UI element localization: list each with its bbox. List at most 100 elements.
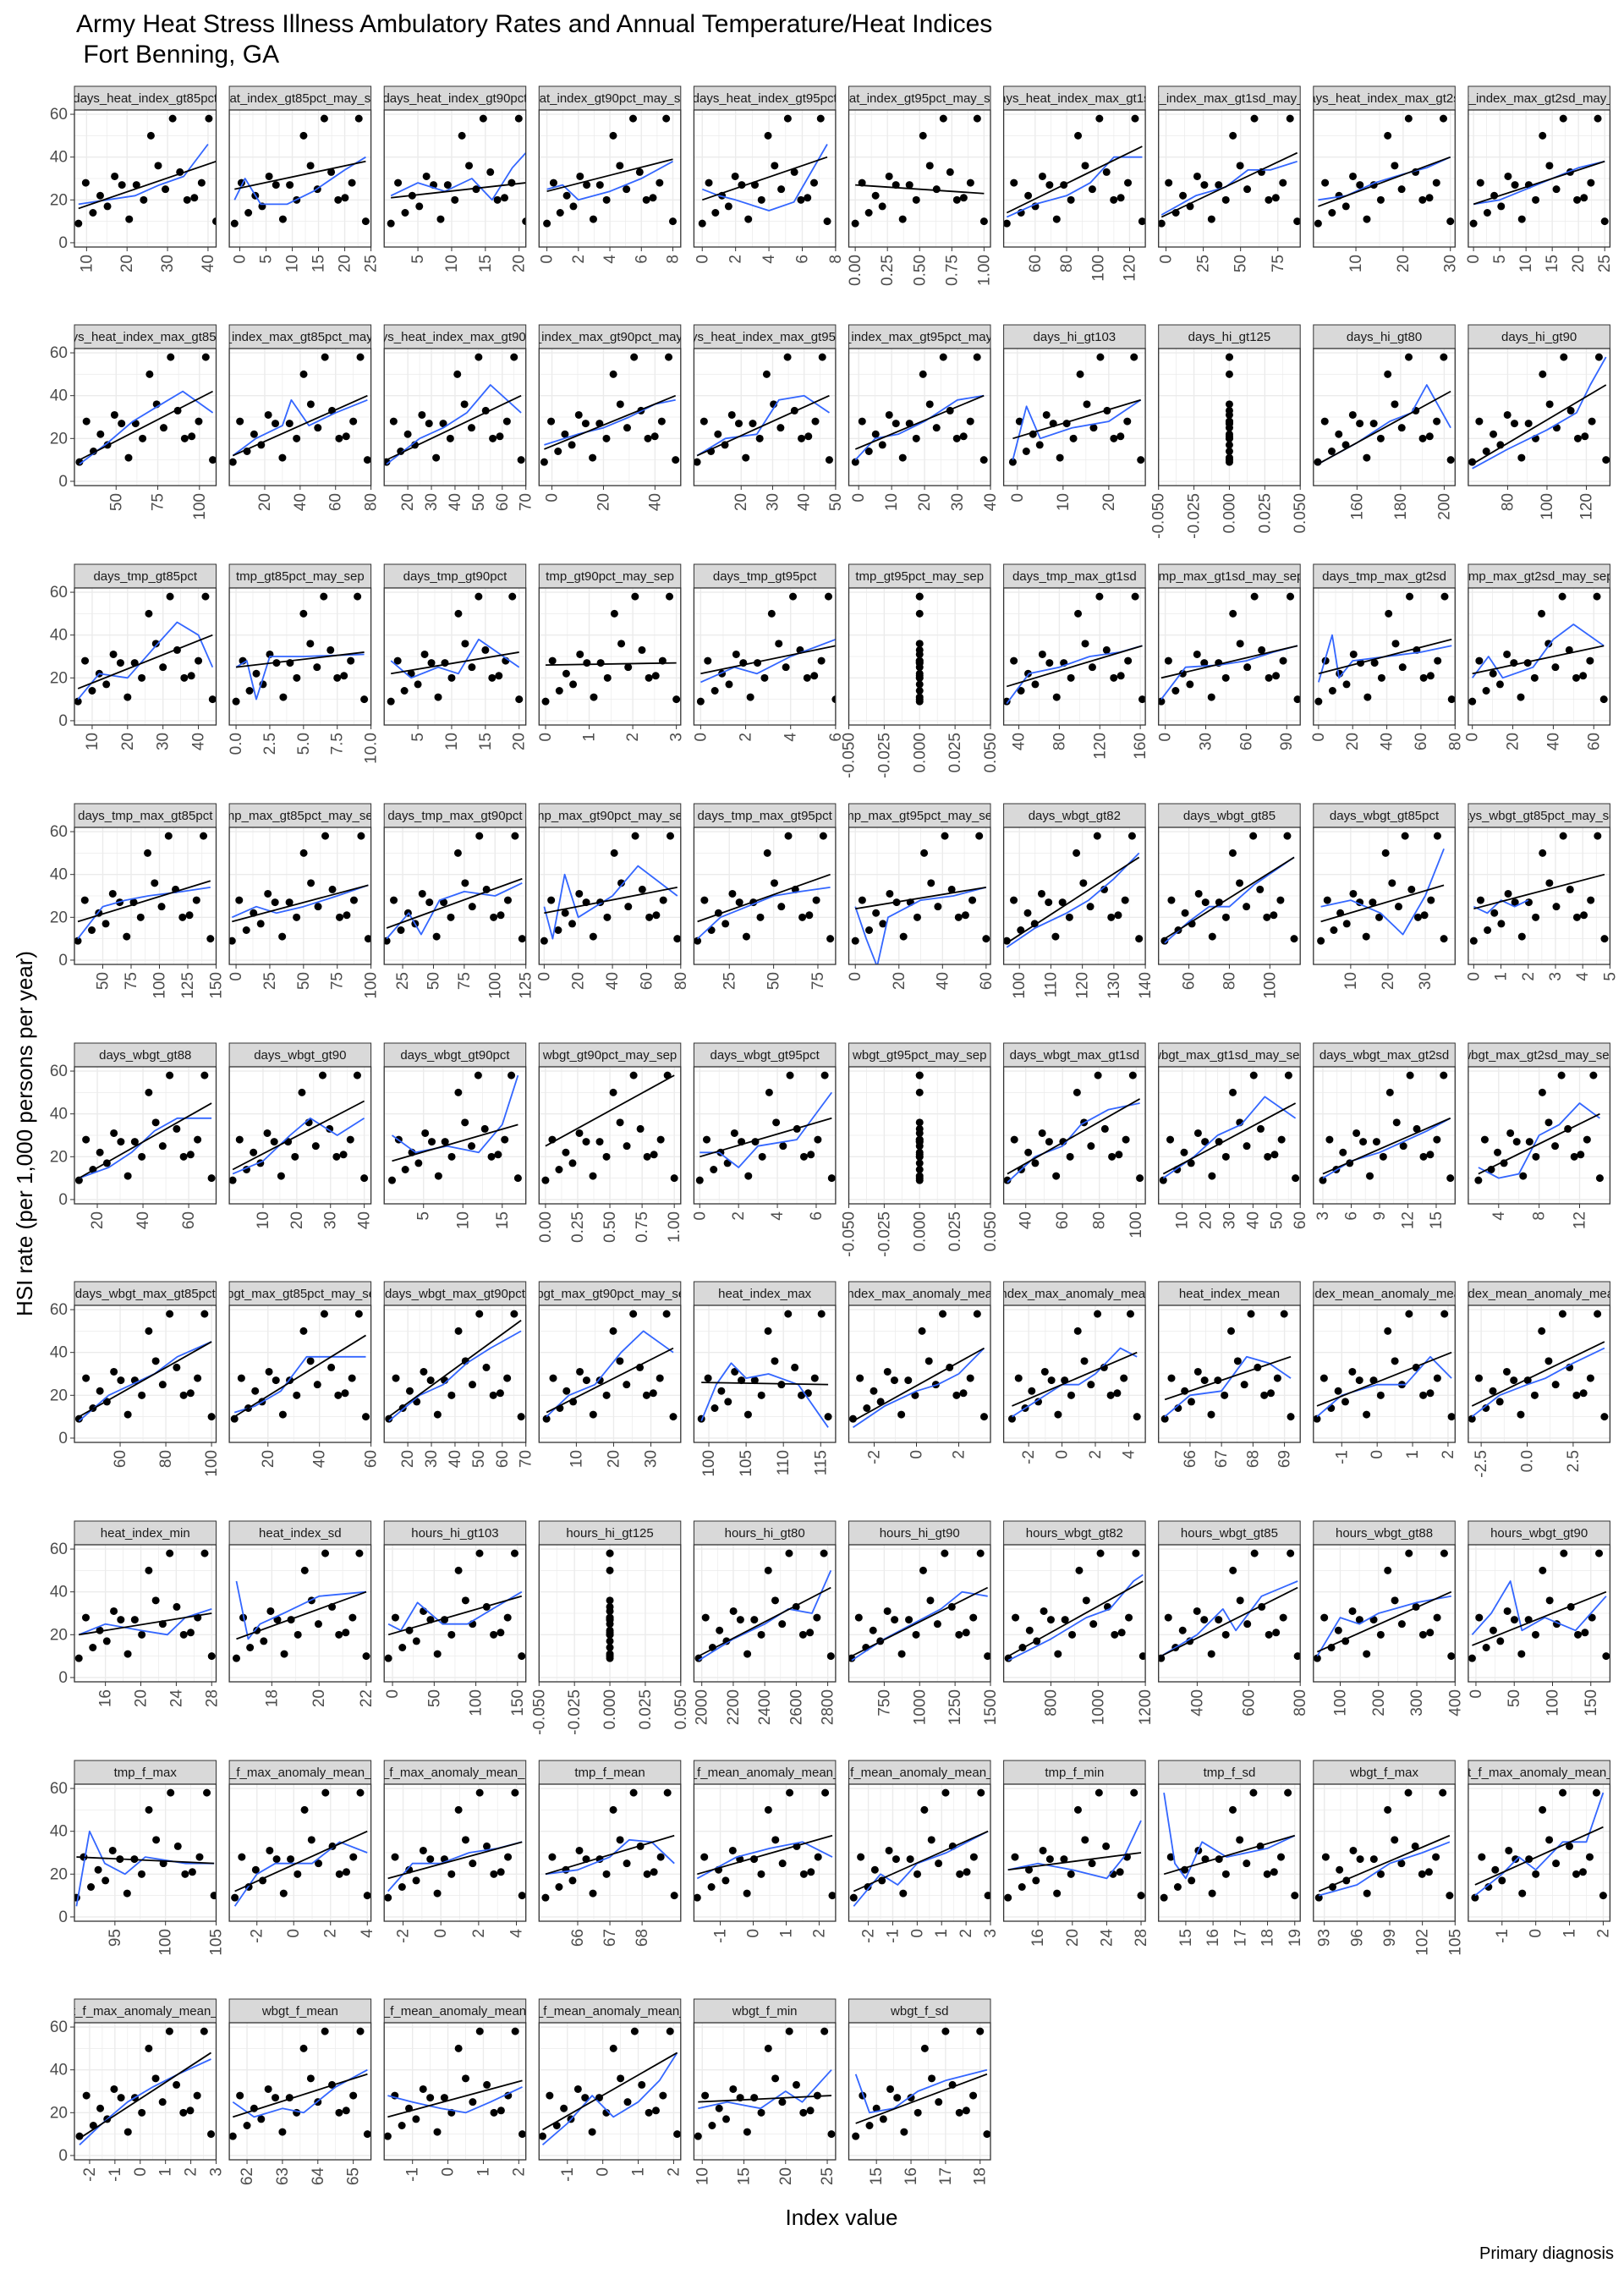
data-point [1572,913,1581,921]
data-point [109,650,118,658]
data-point [825,592,833,601]
x-tick-label: 0.050 [1292,493,1309,534]
x-tick-label: 30 [423,493,441,511]
x-tick-label: 69 [1276,1450,1294,1468]
data-point [583,659,591,667]
data-point [327,1363,336,1371]
data-point [1229,1805,1237,1814]
data-point [1418,434,1427,442]
data-point [702,1135,710,1144]
x-tick-label: -0.050 [841,733,859,778]
x-tick-label: 40 [646,493,664,511]
data-point [582,1376,590,1385]
facet-strip-label: wbgt_f_mean [261,2004,338,2019]
data-point [915,592,924,601]
data-point [1595,1549,1604,1557]
x-tick-label: 80 [1499,493,1517,511]
data-point [589,453,597,462]
data-point [1270,911,1278,920]
data-point [662,114,671,123]
x-tick-label: 6 [633,255,650,264]
data-point [1325,1135,1334,1144]
data-point [918,1326,926,1335]
loess-smooth-line [1012,399,1142,460]
x-tick-label: 75 [1270,255,1287,272]
data-point [1236,640,1244,648]
data-point [1349,889,1358,898]
data-point [651,672,660,680]
data-point [662,1310,671,1318]
data-point [721,920,730,928]
data-point [602,1152,611,1161]
data-point [1468,1654,1476,1662]
data-point [291,1152,299,1161]
data-point [1272,1629,1281,1637]
caption: Primary diagnosis [1479,2244,1614,2263]
facet-strip-label: tmp_gt85pct_may_sep [236,569,365,584]
x-tick-label: 70 [518,1450,535,1468]
data-point [1587,179,1595,187]
x-tick-label: 3 [668,733,686,742]
data-point [695,1176,704,1184]
data-point [1398,663,1407,672]
data-point [823,217,831,226]
y-axis-title: HSI rate (per 1,000 persons per year) [12,951,37,1316]
data-point [1045,1855,1054,1864]
data-point [341,194,349,202]
data-point [1468,1414,1476,1423]
data-point [433,1410,442,1419]
data-point [959,432,968,441]
data-point [349,2091,358,2100]
data-point [645,2108,653,2117]
data-point [1349,650,1358,658]
facet-strip [1158,85,1301,111]
data-point [1095,592,1104,601]
x-tick-label: 1 [475,2167,492,2177]
data-point [447,1391,456,1399]
data-point [851,937,859,945]
facet-strip [693,1520,837,1546]
data-point [475,353,483,361]
linear-fit-line [1006,856,1140,944]
x-tick-label: 20 [511,733,529,750]
facet-strip [74,85,217,111]
data-point [1530,673,1539,682]
x-tick-label: 5 [258,255,276,264]
data-point [356,2027,365,2035]
data-point [1363,1650,1371,1658]
data-point [1517,215,1526,223]
data-point [1586,656,1594,665]
data-point [969,2091,978,2100]
facet-strip [1313,1520,1456,1546]
data-point [447,1152,456,1161]
x-tick-label: 100 [151,972,169,999]
linear-fit-line [392,1123,518,1162]
data-point [1524,420,1533,428]
y-tick-label: 60 [50,1780,68,1798]
data-point [428,1138,436,1146]
data-point [1532,1870,1540,1878]
panel-border [74,1544,217,1683]
data-point [1054,1410,1062,1419]
data-point [756,913,765,921]
facet-strip-label: days_wbgt_gt85pct_may_sep [1455,809,1622,823]
x-tick-label: 3 [208,2167,226,2177]
data-point [1376,1870,1385,1878]
data-point [400,687,409,695]
data-point [389,417,398,426]
data-point [1102,168,1111,176]
data-point [1397,185,1406,194]
facet-panel: tmp_f_mean_anomaly_mean_sep-1 0 1 2 [693,1760,837,1943]
data-point [541,1176,550,1184]
data-point [1440,1071,1448,1079]
data-point [195,417,203,426]
data-point [385,1414,393,1423]
y-tick-label: 20 [50,669,68,687]
facet-strip-label: days_tmp_gt85pct [93,569,197,584]
data-point [293,1391,301,1399]
